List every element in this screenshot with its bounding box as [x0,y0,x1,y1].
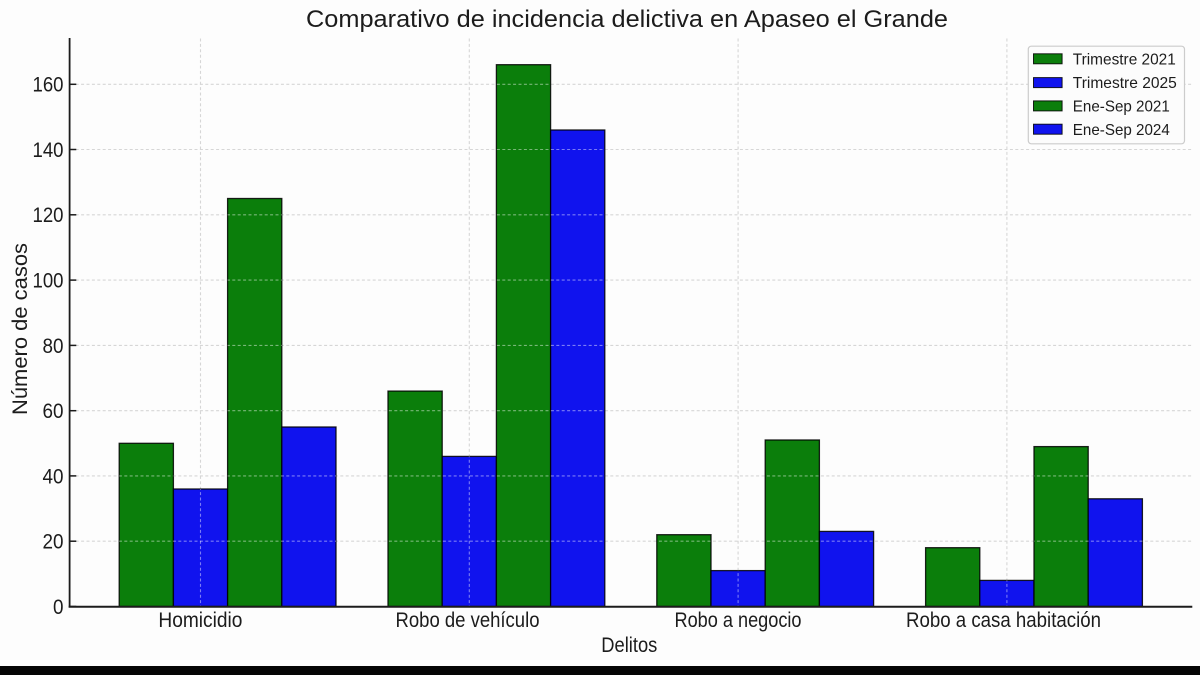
svg-text:Ene-Sep 2024: Ene-Sep 2024 [1073,122,1170,139]
svg-text:Trimestre 2025: Trimestre 2025 [1073,75,1177,92]
svg-text:0: 0 [53,596,64,619]
svg-text:40: 40 [43,465,64,488]
svg-text:Número de casos: Número de casos [9,243,32,415]
svg-text:Delitos: Delitos [601,634,657,657]
svg-text:20: 20 [43,531,64,554]
svg-text:120: 120 [33,204,64,227]
svg-text:160: 160 [33,74,64,97]
svg-text:100: 100 [33,270,64,293]
svg-text:Ene-Sep 2021: Ene-Sep 2021 [1073,99,1170,116]
svg-text:140: 140 [33,139,64,162]
svg-text:80: 80 [43,335,64,358]
svg-text:Trimestre 2021: Trimestre 2021 [1073,51,1176,68]
svg-text:60: 60 [43,400,64,423]
svg-text:Robo de vehículo: Robo de vehículo [396,609,540,632]
svg-text:Robo a casa habitación: Robo a casa habitación [906,609,1101,632]
svg-text:Homicidio: Homicidio [158,609,242,632]
svg-text:Comparativo de incidencia deli: Comparativo de incidencia delictiva en A… [306,6,948,33]
svg-text:Robo a negocio: Robo a negocio [675,609,802,632]
